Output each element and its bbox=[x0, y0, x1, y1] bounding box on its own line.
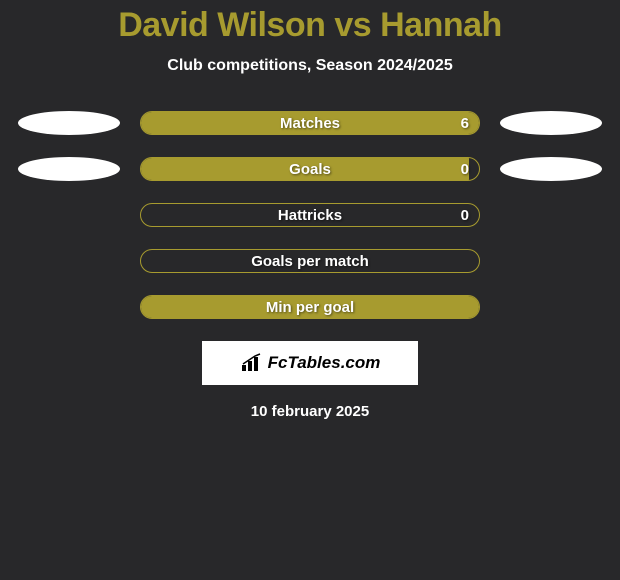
vs-separator: vs bbox=[334, 6, 371, 44]
stat-label: Goals bbox=[141, 161, 479, 178]
left-oval bbox=[18, 157, 120, 181]
stat-label: Goals per match bbox=[141, 253, 479, 270]
stat-bar-min-per-goal: Min per goal bbox=[140, 295, 480, 319]
right-oval bbox=[500, 111, 602, 135]
stat-bar-goals-per-match: Goals per match bbox=[140, 249, 480, 273]
oval-placeholder bbox=[500, 249, 602, 273]
stat-label: Matches bbox=[141, 115, 479, 132]
logo-box: FcTables.com bbox=[202, 341, 418, 385]
subtitle: Club competitions, Season 2024/2025 bbox=[0, 57, 620, 75]
stat-right-value: 6 bbox=[461, 112, 469, 134]
stat-right-value: 0 bbox=[461, 204, 469, 226]
stat-label: Hattricks bbox=[141, 207, 479, 224]
stat-row: Hattricks 0 bbox=[0, 203, 620, 227]
stat-bar-goals: Goals 0 bbox=[140, 157, 480, 181]
oval-placeholder bbox=[500, 295, 602, 319]
logo-text: FcTables.com bbox=[268, 353, 381, 373]
stat-row: Min per goal bbox=[0, 295, 620, 319]
stat-bar-matches: Matches 6 bbox=[140, 111, 480, 135]
oval-placeholder bbox=[18, 203, 120, 227]
stat-row: Goals 0 bbox=[0, 157, 620, 181]
stat-row: Goals per match bbox=[0, 249, 620, 273]
page-title: David Wilson vs Hannah bbox=[0, 0, 620, 45]
stat-label: Min per goal bbox=[141, 299, 479, 316]
left-oval bbox=[18, 111, 120, 135]
oval-placeholder bbox=[500, 203, 602, 227]
stat-bar-hattricks: Hattricks 0 bbox=[140, 203, 480, 227]
date-text: 10 february 2025 bbox=[0, 403, 620, 420]
player2-name: Hannah bbox=[380, 6, 502, 44]
player1-name: David Wilson bbox=[118, 6, 325, 44]
oval-placeholder bbox=[18, 249, 120, 273]
oval-placeholder bbox=[18, 295, 120, 319]
bars-icon bbox=[240, 353, 264, 373]
right-oval bbox=[500, 157, 602, 181]
stat-row: Matches 6 bbox=[0, 111, 620, 135]
comparison-infographic: David Wilson vs Hannah Club competitions… bbox=[0, 0, 620, 580]
stat-right-value: 0 bbox=[461, 158, 469, 180]
stat-rows: Matches 6 Goals 0 Hattricks 0 bbox=[0, 111, 620, 319]
